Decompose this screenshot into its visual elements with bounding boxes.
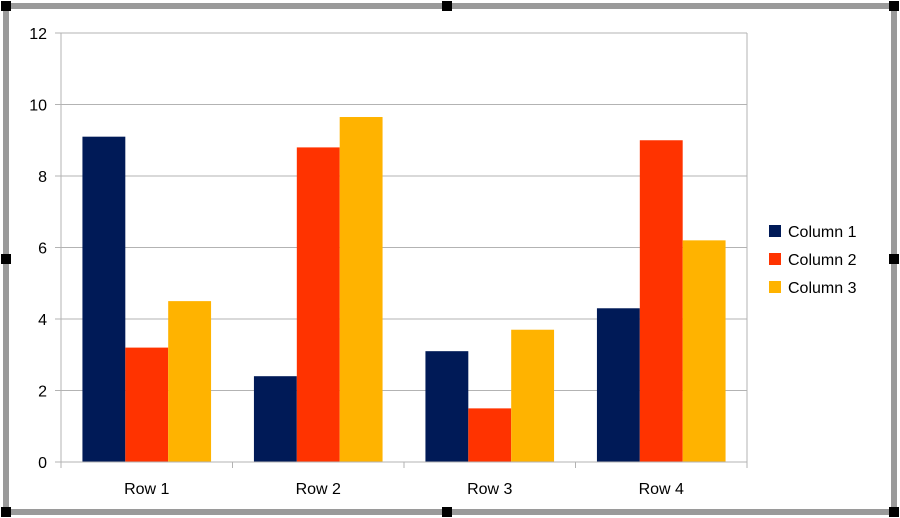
x-tick-label: Row 3 <box>467 481 512 498</box>
y-tick-label: 10 <box>29 98 47 115</box>
y-tick-label: 0 <box>38 455 47 472</box>
resize-handle[interactable] <box>889 254 899 264</box>
y-tick-label: 8 <box>38 169 47 186</box>
resize-handle[interactable] <box>889 1 899 11</box>
bar <box>82 136 126 463</box>
bar <box>468 408 512 462</box>
y-tick-label: 12 <box>29 26 47 43</box>
bar <box>296 147 340 462</box>
bar <box>596 308 640 462</box>
resize-handle[interactable] <box>1 507 11 517</box>
legend-swatch <box>769 253 781 265</box>
legend-swatch <box>769 281 781 293</box>
y-axis-ticks: 0 2 4 6 8 10 12 <box>29 26 61 472</box>
x-tick-label: Row 1 <box>124 481 169 498</box>
bar <box>253 376 297 462</box>
legend-label: Column 1 <box>788 224 857 241</box>
resize-handle[interactable] <box>889 507 899 517</box>
bar <box>425 351 469 462</box>
resize-handle[interactable] <box>1 254 11 264</box>
bar <box>639 140 683 462</box>
resize-handle[interactable] <box>1 1 11 11</box>
legend-label: Column 2 <box>788 252 857 269</box>
x-tick-label: Row 2 <box>296 481 341 498</box>
resize-handle[interactable] <box>442 507 452 517</box>
bar <box>511 329 555 462</box>
y-tick-label: 2 <box>38 384 47 401</box>
y-tick-label: 6 <box>38 241 47 258</box>
legend-label: Column 3 <box>788 280 857 297</box>
legend: Column 1 Column 2 Column 3 <box>769 224 857 297</box>
bar-series <box>82 117 726 463</box>
legend-swatch <box>769 225 781 237</box>
bar <box>339 117 383 462</box>
bar <box>125 347 169 462</box>
bar <box>682 240 726 462</box>
resize-handle[interactable] <box>442 1 452 11</box>
x-tick-label: Row 4 <box>639 481 684 498</box>
y-tick-label: 4 <box>38 312 47 329</box>
x-axis-ticks: Row 1 Row 2 Row 3 Row 4 <box>60 462 748 498</box>
bar <box>168 301 212 462</box>
